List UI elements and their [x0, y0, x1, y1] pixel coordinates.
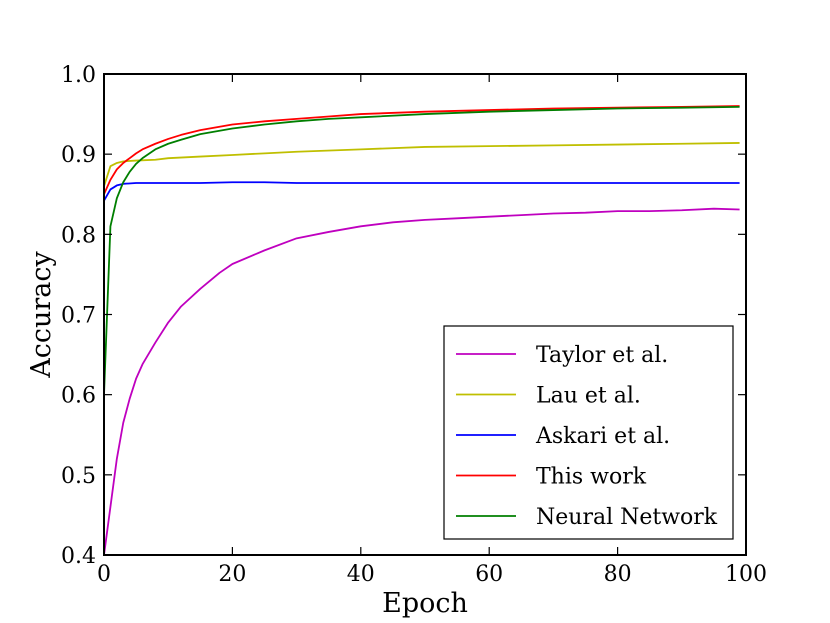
series-line-3 [103, 181, 740, 202]
y-tick-label: 0.7 [61, 304, 96, 329]
legend-label: Lau et al. [536, 384, 641, 409]
legend: Taylor et al. Lau et al. Askari et al. This… [443, 325, 734, 540]
legend-label: Neural Network [536, 505, 718, 530]
legend-label: Askari et al. [535, 424, 670, 449]
x-tick-label: 80 [604, 562, 632, 587]
plot-area: 0 20 40 60 80 100 0.4 0.5 0.6 0.7 0.8 0.9 1.0 [61, 63, 767, 587]
x-tick-label: 0 [97, 562, 111, 587]
series-line-5 [103, 105, 740, 395]
x-tick-label: 40 [347, 562, 375, 587]
x-tick-label: 60 [475, 562, 503, 587]
x-tick-label: 20 [218, 562, 246, 587]
y-tick-label: 1.0 [61, 63, 96, 88]
series-lines [103, 105, 740, 556]
legend-label: This work [536, 465, 647, 490]
x-tick-label: 100 [725, 562, 767, 587]
y-tick-label: 0.5 [61, 464, 96, 489]
series-line-4 [103, 105, 740, 195]
y-tick-label: 0.8 [61, 223, 96, 248]
y-tick-label: 0.6 [61, 384, 96, 409]
y-axis-title: Accuracy [26, 251, 57, 379]
axis-ticks: 0 20 40 60 80 100 0.4 0.5 0.6 0.7 0.8 0.9 1.0 [61, 63, 767, 587]
x-axis-title: Epoch [382, 588, 468, 619]
y-tick-label: 0.4 [61, 544, 96, 569]
y-tick-label: 0.9 [61, 143, 96, 168]
legend-label: Taylor et al. [536, 343, 668, 368]
series-line-1 [103, 207, 740, 556]
series-line-2 [103, 142, 740, 187]
legend-box [443, 325, 734, 540]
